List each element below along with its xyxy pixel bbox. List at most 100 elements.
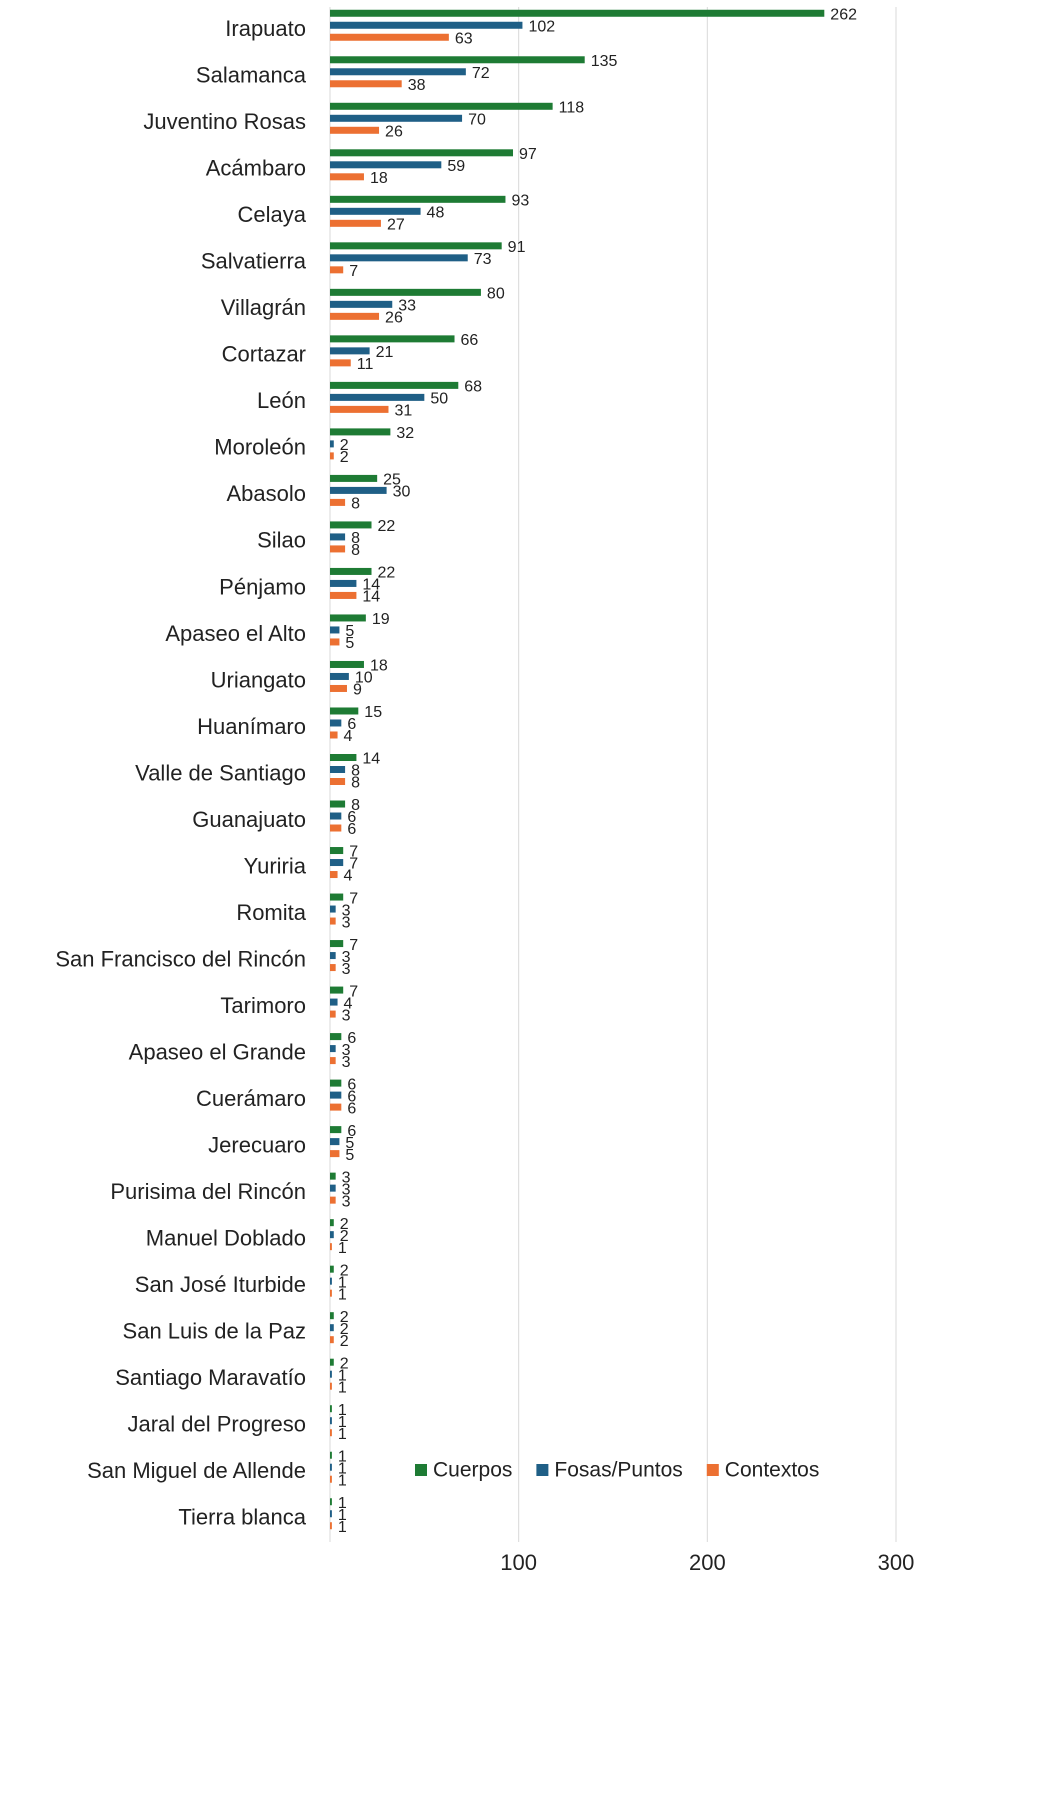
value-label: 5: [345, 1147, 354, 1164]
bar: [330, 1417, 332, 1425]
bar: [330, 498, 346, 506]
value-label: 27: [387, 217, 405, 234]
value-label: 7: [349, 937, 358, 954]
bar: [330, 893, 344, 901]
y-tick-label: Jerecuaro: [208, 1132, 306, 1157]
legend-swatch: [536, 1464, 549, 1476]
bar: [330, 1510, 332, 1518]
bar: [330, 440, 334, 448]
bar: [330, 173, 364, 181]
value-label: 2: [340, 437, 349, 454]
y-tick-label: Salvatierra: [201, 249, 307, 274]
value-label: 9: [353, 682, 362, 699]
bar: [330, 591, 357, 599]
value-label: 2: [340, 1262, 349, 1279]
bar: [330, 9, 825, 17]
value-label: 1: [338, 1274, 347, 1291]
value-label: 8: [351, 763, 360, 780]
y-tick-label: Apaseo el Grande: [129, 1039, 306, 1064]
bar: [330, 266, 344, 274]
bar: [330, 1010, 336, 1018]
bar: [330, 393, 425, 401]
value-label: 1: [338, 1448, 347, 1465]
bar: [330, 1358, 334, 1366]
bar: [330, 1079, 342, 1087]
bar: [330, 998, 338, 1006]
value-label: 26: [385, 310, 403, 327]
value-label: 3: [342, 1054, 351, 1071]
value-label: 4: [344, 995, 353, 1012]
bar: [330, 567, 372, 575]
y-tick-label: Uriangato: [211, 667, 306, 692]
bar: [330, 312, 380, 320]
value-label: 3: [342, 1169, 351, 1186]
bar: [330, 1463, 332, 1471]
value-label: 1: [338, 1426, 347, 1443]
y-tick-label: Valle de Santiago: [135, 760, 306, 785]
y-tick-label: Moroleón: [214, 435, 306, 460]
y-tick-label: Pénjamo: [219, 574, 306, 599]
x-tick-label: 300: [878, 1550, 915, 1575]
value-label: 3: [342, 902, 351, 919]
bar: [330, 660, 364, 668]
value-label: 6: [347, 1030, 356, 1047]
value-label: 26: [385, 124, 403, 141]
value-label: 6: [347, 1088, 356, 1105]
value-label: 6: [347, 716, 356, 733]
value-label: 1: [338, 1460, 347, 1477]
bar: [330, 1184, 336, 1192]
y-tick-label: San Francisco del Rincón: [55, 946, 306, 971]
value-label: 91: [508, 239, 526, 256]
y-tick-label: Purisima del Rincón: [110, 1179, 306, 1204]
value-label: 1: [338, 1414, 347, 1431]
bar: [330, 1103, 342, 1111]
bar: [330, 579, 357, 587]
bar: [330, 871, 338, 879]
bar: [330, 300, 393, 308]
value-label: 1: [338, 1240, 347, 1257]
y-tick-label: San Miguel de Allende: [87, 1458, 306, 1483]
value-label: 72: [472, 65, 490, 82]
bar: [330, 545, 346, 553]
value-label: 18: [370, 170, 388, 187]
bar: [330, 1324, 334, 1332]
value-label: 7: [349, 844, 358, 861]
bar: [330, 33, 449, 41]
value-label: 6: [347, 1076, 356, 1093]
value-label: 8: [351, 797, 360, 814]
bar: [330, 986, 344, 994]
value-label: 4: [344, 728, 353, 745]
bar: [330, 847, 344, 855]
bar: [330, 766, 346, 773]
y-tick-label: Acámbaro: [206, 156, 306, 181]
value-label: 6: [347, 1100, 356, 1117]
bar: [330, 614, 366, 622]
value-label: 63: [455, 30, 473, 47]
bar: [330, 242, 502, 250]
bar: [330, 731, 338, 739]
bar: [330, 707, 359, 715]
value-label: 11: [357, 356, 374, 373]
value-label: 97: [519, 146, 537, 163]
bar: [330, 778, 346, 785]
bar: [330, 195, 506, 203]
bar: [330, 1498, 332, 1506]
value-label: 2: [340, 1355, 349, 1372]
value-label: 22: [378, 518, 396, 535]
bar: [330, 149, 514, 157]
value-label: 7: [349, 890, 358, 907]
value-label: 22: [378, 565, 396, 582]
bar: [330, 1265, 334, 1273]
y-tick-label: Abasolo: [226, 481, 306, 506]
value-label: 66: [461, 332, 479, 349]
bar: [330, 684, 347, 692]
value-label: 1: [338, 1367, 347, 1384]
value-label: 3: [342, 1007, 351, 1024]
value-label: 25: [383, 472, 401, 489]
value-label: 33: [398, 298, 416, 315]
value-label: 118: [559, 100, 585, 117]
bar: [330, 1219, 334, 1227]
y-tick-label: San José Iturbide: [135, 1272, 306, 1297]
y-tick-label: Irapuato: [225, 16, 306, 41]
bar: [330, 1405, 332, 1413]
